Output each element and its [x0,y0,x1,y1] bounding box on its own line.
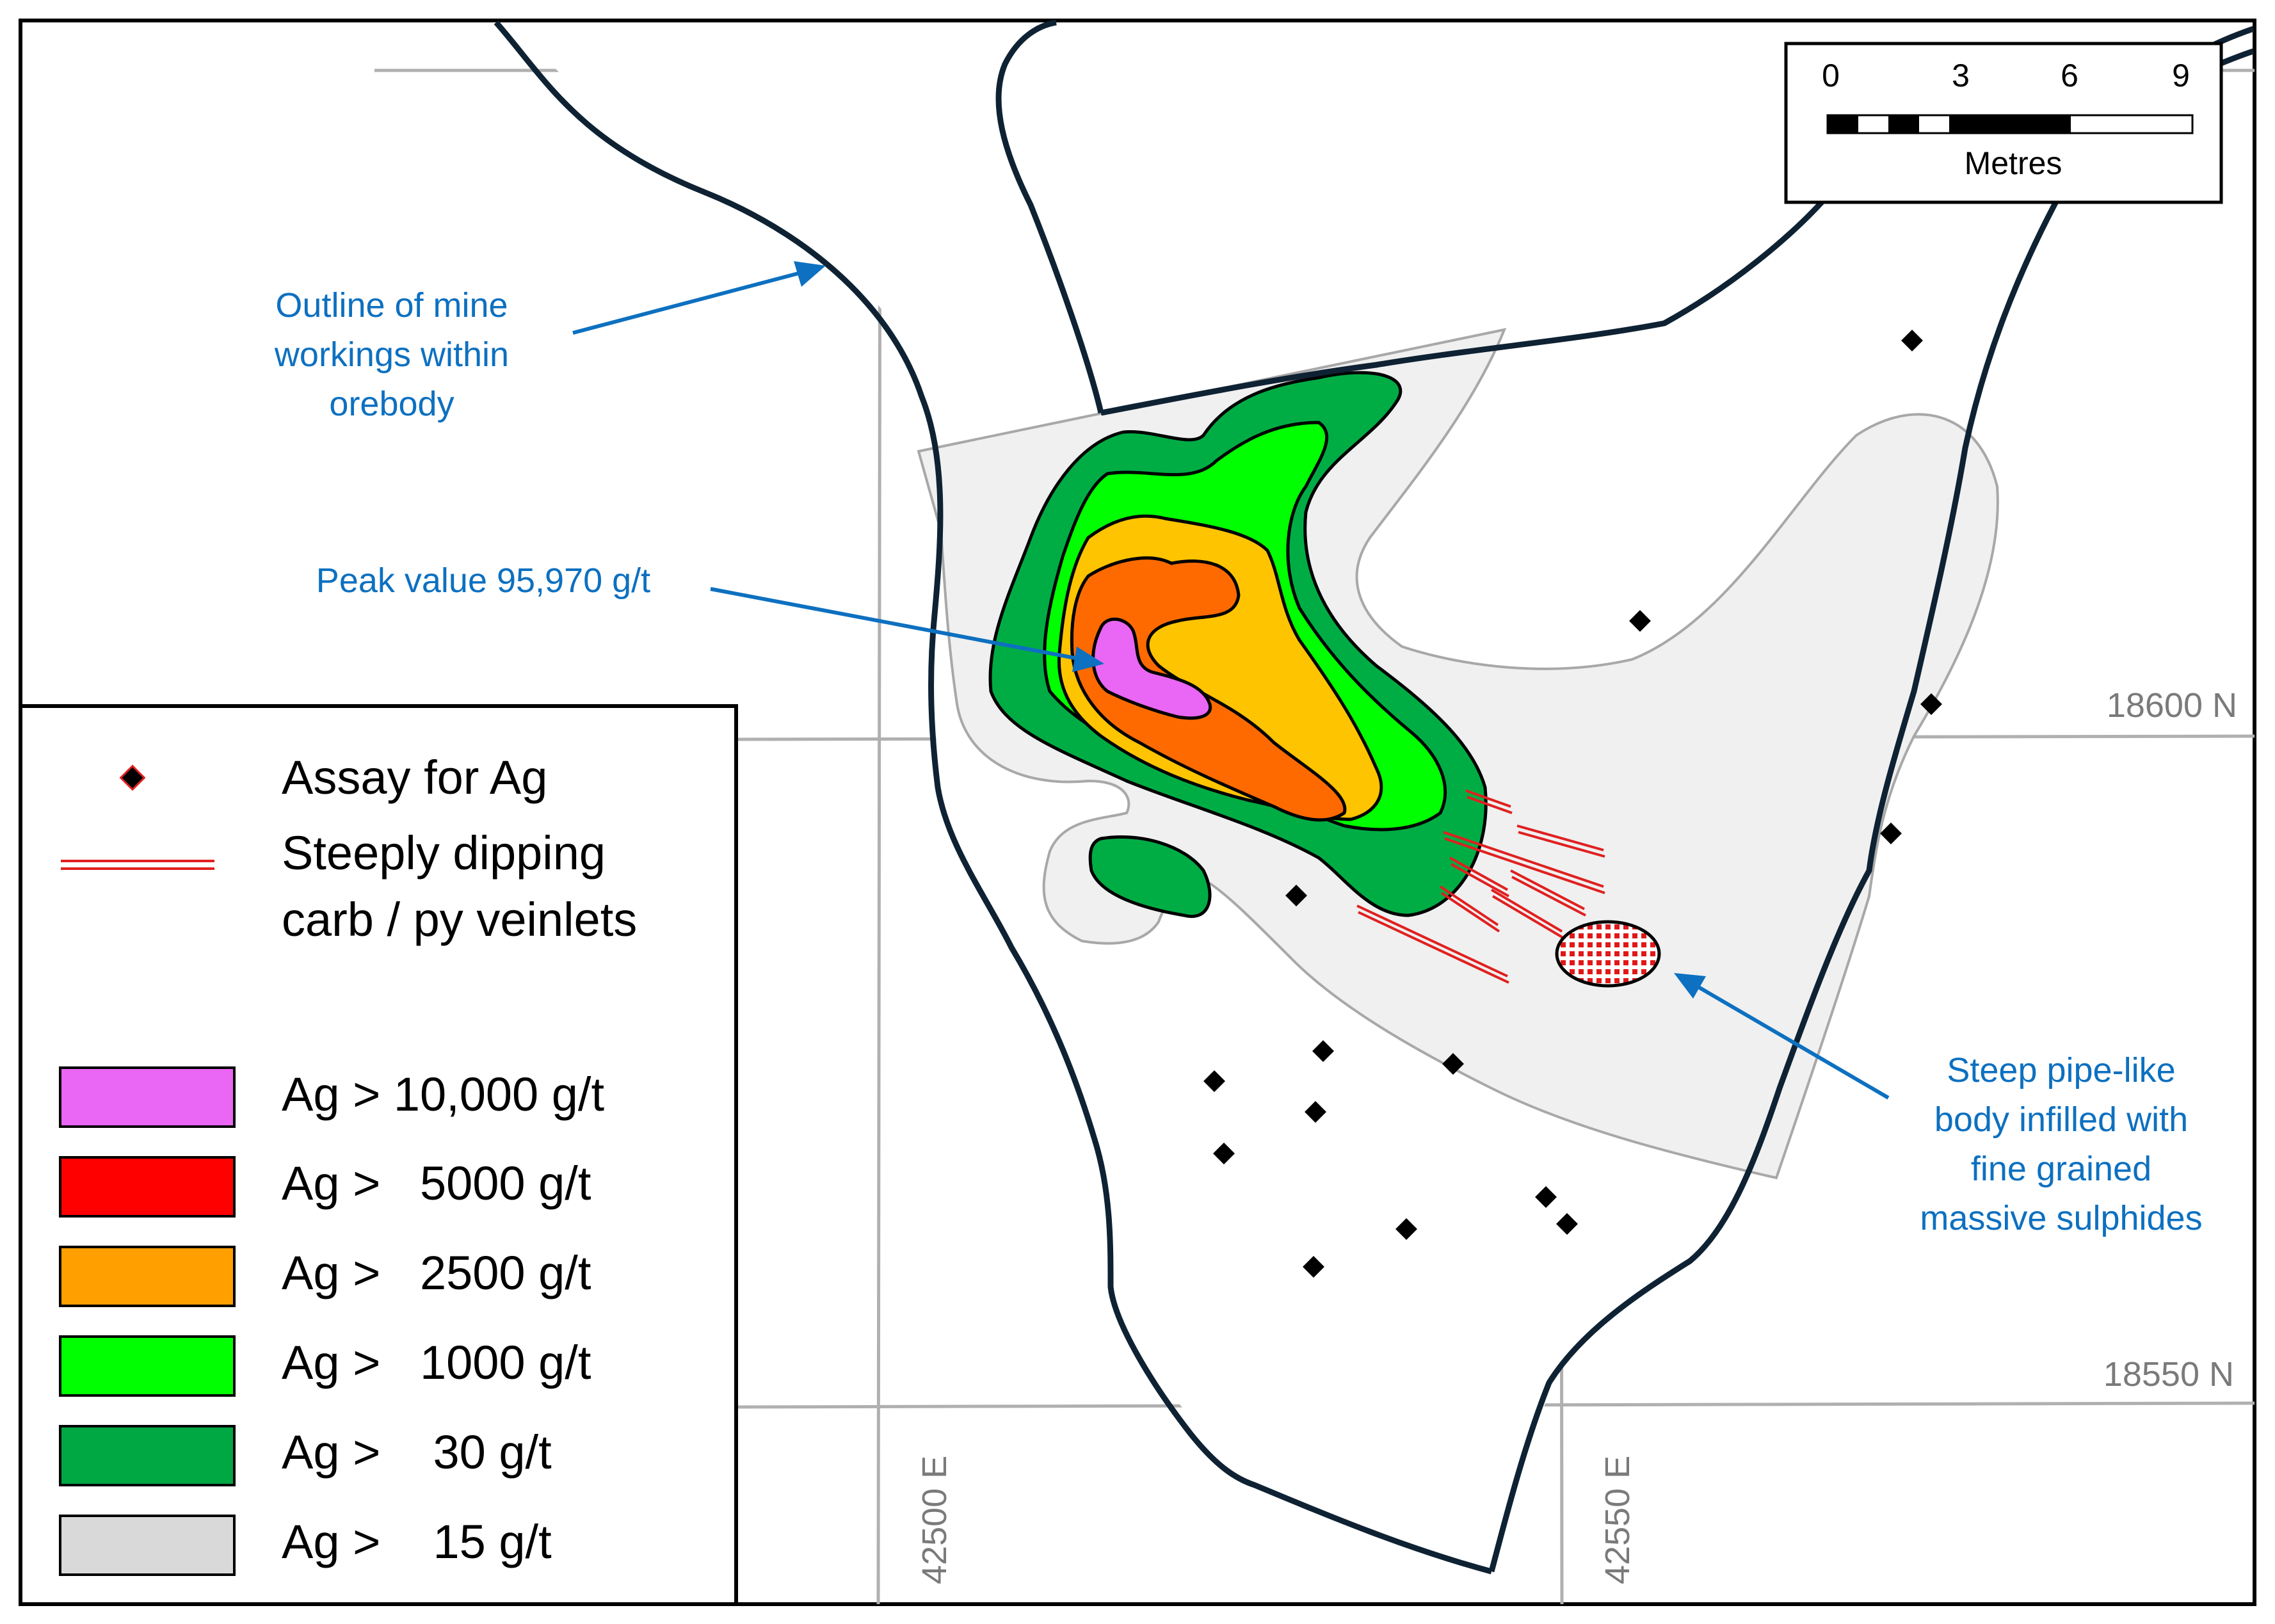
annotation-outline-arrow [572,270,804,335]
legend-swatch-5000 [59,1156,236,1218]
assay-diamond-icon [1442,1053,1464,1075]
scale-tick-9: 9 [2172,58,2190,93]
assay-diamond-icon [1285,885,1307,906]
assay-diamond-icon [1203,1070,1225,1092]
arrowhead-icon [794,261,826,287]
legend-veinlet-icon [61,860,214,870]
scale-tick-3: 3 [1952,58,1970,93]
scale-segment [1888,115,1919,133]
outline-east-boundary [1488,26,2255,1573]
legend-swatch-30 [59,1425,236,1486]
assay-diamond-icon [1305,1101,1326,1123]
assay-diamond-icon [1880,823,1902,844]
ag-5000-zone [1070,556,1347,822]
veinlet [1465,789,1513,814]
annotation-outline-line-1: Outline of mine [275,286,508,325]
legend-swatch-15 [59,1515,236,1576]
legend-swatch-1000 [59,1335,236,1397]
scale-unit: Metres [1965,145,2062,181]
scale-segment [1828,115,1858,133]
ag-30-blob [1088,835,1212,918]
veinlet [1510,869,1586,917]
legend-swatch-10000 [59,1066,236,1128]
legend-swatch-2500 [59,1246,236,1307]
assay-diamond-icon [1920,693,1942,715]
easting-label-42500: 42500 E [915,1456,954,1584]
assay-diamond-icon [1395,1218,1417,1240]
veinlet [1439,885,1500,933]
scale-bar: 0 3 6 9 Metres [1784,42,2223,204]
scale-tick-6: 6 [2061,58,2078,93]
legend-assay-diamond-icon [119,764,146,791]
veinlet [1490,888,1564,939]
annotation-outline: Outline of mine workings within orebody [274,261,826,423]
northing-label-18600: 18600 N [2107,686,2237,725]
legend-label-2500: Ag > 2500 g/t [282,1246,591,1299]
annotation-outline-line-3: orebody [329,385,454,423]
veinlet [1443,831,1605,894]
legend-label-1000: Ag > 1000 g/t [282,1336,591,1389]
arrowhead-icon [1674,973,1706,999]
annotation-peak: Peak value 95,970 g/t [316,561,1104,672]
assay-diamond-icon [1535,1186,1557,1208]
annotation-pipe-line-3: fine grained [1971,1150,2151,1188]
legend-label-15: Ag > 15 g/t [282,1515,552,1568]
annotation-pipe-line-1: Steep pipe-like [1947,1051,2175,1089]
outline-inner-lobe [995,19,1104,414]
scale-segment [1949,115,2071,133]
outline-west-boundary [494,20,1493,1575]
annotation-peak-arrow [710,587,1082,661]
annotation-pipe: Steep pipe-like body infilled with fine … [1674,973,2203,1237]
pipe-body [1555,920,1661,988]
legend-label-veinlet-line-1: Steeply dipping [282,826,606,880]
northing-label-18550: 18550 N [2103,1355,2234,1394]
annotation-peak-text: Peak value 95,970 g/t [316,561,650,600]
annotation-pipe-line-4: massive sulphides [1920,1199,2202,1237]
ag-10000-zone [1091,617,1212,720]
annotation-pipe-arrow [1695,984,1890,1100]
assay-diamond-icon [1303,1256,1324,1278]
legend: Assay for Ag Steeply dipping carb / py v… [19,704,738,1606]
legend-label-5000: Ag > 5000 g/t [282,1157,591,1210]
assay-diamond-icon [1556,1213,1578,1235]
assay-diamond-icon [1312,1040,1334,1062]
annotation-pipe-line-2: body infilled with [1934,1100,2188,1139]
veinlets [1356,789,1605,984]
annotation-outline-line-2: workings within [274,335,509,374]
legend-label-30: Ag > 30 g/t [282,1426,552,1479]
legend-label-assay: Assay for Ag [282,751,547,804]
scale-tick-0: 0 [1822,58,1840,93]
easting-label-42550: 42550 E [1598,1456,1637,1584]
inner-lobe-cutout [1001,22,1829,410]
veinlet [1449,856,1509,897]
assay-diamond-icon [1213,1143,1235,1164]
legend-label-veinlet-line-2: carb / py veinlets [282,893,637,946]
legend-label-10000: Ag > 10,000 g/t [282,1068,604,1121]
veinlet [1516,824,1605,858]
veinlet [1356,904,1509,984]
arrowhead-icon [1072,647,1104,672]
